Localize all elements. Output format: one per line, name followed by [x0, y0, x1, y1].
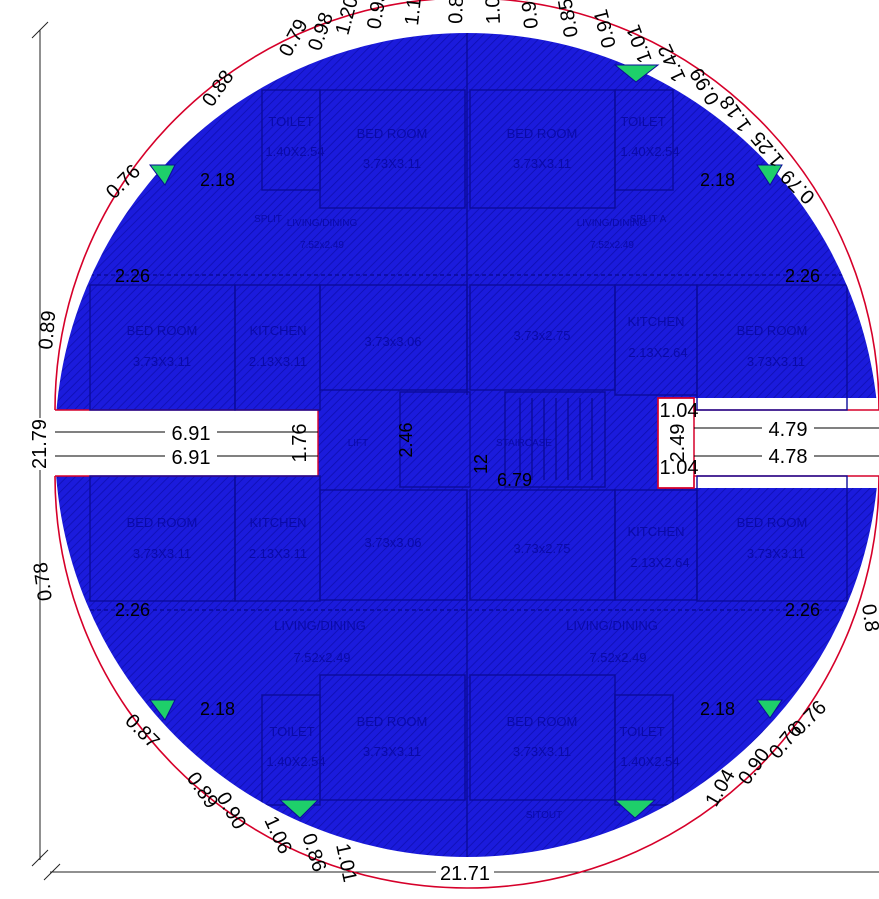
dim-text: 2.26	[785, 600, 820, 620]
arc-dim: 0.91	[590, 7, 621, 50]
arc-dim: 0.84	[445, 0, 468, 24]
room-label: BED ROOM	[357, 126, 428, 141]
arc-dim: 0.96	[517, 0, 543, 30]
room-label: KITCHEN	[627, 314, 684, 329]
arc-dim: 0.90	[212, 789, 251, 834]
dim-text: 2.26	[115, 600, 150, 620]
room-size: 3.73X3.11	[363, 156, 421, 171]
stair-dim-b: 6.79	[497, 470, 532, 490]
corridor-dimensions: 6.91 6.91 1.76 2.46 12 6.79 4.79 4.78 1.…	[55, 400, 879, 490]
lift-depth-dim: 2.46	[396, 422, 416, 457]
corridor-right-top-dim: 4.79	[769, 419, 808, 441]
arc-dim: 1.01	[482, 0, 505, 25]
dim-text: 2.18	[200, 170, 235, 190]
room-label: BED ROOM	[357, 714, 428, 729]
arc-dim: 0.8	[857, 603, 879, 634]
room-size: 1.40X2.54	[620, 754, 679, 769]
dim-text: 2.18	[200, 699, 235, 719]
room-labels: BED ROOM 3.73X3.11 BED ROOM 3.73X3.11 TO…	[127, 114, 808, 821]
arc-dim: 0.78	[30, 561, 57, 603]
stair-dim-a: 12	[471, 454, 491, 474]
room-size: 3.73x3.06	[364, 535, 421, 550]
corridor-left-top-dim: 6.91	[172, 423, 211, 445]
room-size: 2.13X3.11	[249, 354, 307, 369]
room-label: TOILET	[620, 114, 665, 129]
room-size: 2.13X2.64	[628, 345, 687, 360]
room-label: LIVING/DINING	[566, 618, 658, 633]
room-label: LIVING/DINING	[287, 218, 358, 229]
corridor-right	[658, 398, 879, 488]
room-size: 3.73X3.11	[133, 354, 191, 369]
room-size: 2.13X3.11	[249, 546, 307, 561]
room-label: SITOUT	[526, 810, 562, 821]
room-size: 3.73x2.75	[513, 328, 570, 343]
arc-dimensions-bottom: 0.87 0.89 0.90 1.06 0.86 1.01 1.04 0.90 …	[120, 696, 831, 884]
room-size: 1.40X2.54	[620, 144, 679, 159]
room-size: 7.52x2.49	[300, 240, 344, 251]
dim-text: 2.18	[700, 699, 735, 719]
room-size: 3.73x3.06	[364, 334, 421, 349]
dim-text: 2.18	[700, 170, 735, 190]
overall-dimensions: 21.79 21.71	[28, 418, 494, 885]
notch-top-dim: 1.04	[660, 400, 699, 422]
room-size: 3.73X3.11	[747, 354, 805, 369]
arc-dim: 1.42	[654, 41, 690, 86]
room-label: SPLIT	[254, 214, 282, 225]
room-label: BED ROOM	[737, 515, 808, 530]
room-size: 7.52x2.49	[589, 650, 646, 665]
corridor-left-gap-dim: 1.76	[289, 424, 311, 463]
room-label: TOILET	[269, 724, 314, 739]
interior-walls	[89, 33, 848, 857]
room-size: 3.73x2.75	[513, 541, 570, 556]
lift-label: LIFT	[348, 438, 369, 449]
room-label: BED ROOM	[127, 323, 198, 338]
room-label: BED ROOM	[507, 126, 578, 141]
arc-dim: 1.20	[332, 0, 363, 37]
corridor-left-bottom-dim: 6.91	[172, 447, 211, 469]
room-size: 3.73X3.11	[133, 546, 191, 561]
notch-mid-dim: 2.49	[667, 424, 689, 463]
room-label: KITCHEN	[249, 323, 306, 338]
room-size: 1.40X2.54	[266, 754, 325, 769]
green-corner-markers	[149, 64, 783, 819]
room-size: 3.73X3.11	[747, 546, 805, 561]
overall-height-dim: 21.79	[29, 419, 51, 469]
room-label: BED ROOM	[737, 323, 808, 338]
room-size: 1.40X2.54	[265, 144, 324, 159]
room-size: 2.13X2.64	[630, 555, 689, 570]
arc-dim: 1.10	[401, 0, 427, 27]
notch-bottom-dim: 1.04	[660, 457, 699, 479]
dim-text: 2.26	[785, 266, 820, 286]
arc-dim: 0.86	[297, 831, 330, 875]
room-label: TOILET	[619, 724, 664, 739]
stair-label: STAIRCASE	[496, 438, 552, 449]
arc-dim: 0.93	[363, 0, 391, 31]
room-label: LIVING/DINING	[577, 218, 648, 229]
arc-dim: 1.01	[623, 22, 657, 66]
corridor-right-bottom-dim: 4.78	[769, 446, 808, 468]
arc-dim: 0.88	[198, 66, 238, 111]
arc-dim: 1.01	[331, 841, 361, 884]
room-label: LIVING/DINING	[274, 618, 366, 633]
arc-dim: 0.89	[35, 310, 60, 351]
room-label: SPLIT A	[630, 214, 667, 225]
room-size: 3.73X3.11	[513, 156, 571, 171]
arc-dim: 0.85	[554, 0, 582, 39]
dim-text: 2.26	[115, 266, 150, 286]
room-size: 7.52x2.49	[293, 650, 350, 665]
room-size: 7.52x2.49	[590, 240, 634, 251]
overall-width-dim: 21.71	[440, 863, 490, 885]
room-label: KITCHEN	[627, 524, 684, 539]
room-label: TOILET	[268, 114, 313, 129]
room-label: BED ROOM	[507, 714, 578, 729]
room-label: BED ROOM	[127, 515, 198, 530]
interior-dimensions: 2.18 2.18 2.26 2.26 2.26 2.26 2.18 2.18	[115, 170, 820, 719]
room-size: 3.73X3.11	[363, 744, 421, 759]
room-size: 3.73X3.11	[513, 744, 571, 759]
room-label: KITCHEN	[249, 515, 306, 530]
